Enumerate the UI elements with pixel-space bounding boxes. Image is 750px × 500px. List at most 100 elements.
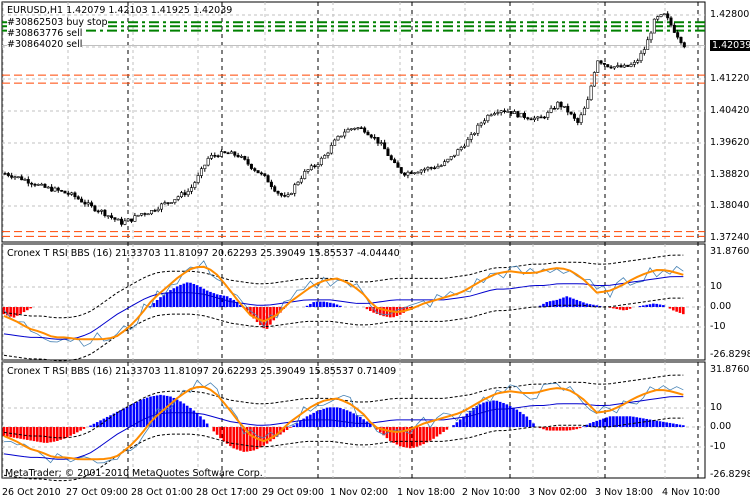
- candle-body: [436, 166, 440, 169]
- histogram-bar: [255, 307, 259, 323]
- histogram-bar: [9, 427, 12, 438]
- histogram-bar: [185, 282, 189, 308]
- histogram-bar: [615, 307, 619, 310]
- histogram-bar: [438, 427, 442, 435]
- histogram-bar: [548, 427, 552, 431]
- histogram-bar: [625, 307, 629, 310]
- histogram-bar: [252, 427, 256, 451]
- histogram-bar: [538, 427, 542, 429]
- histogram-bar: [135, 401, 139, 428]
- candle-body: [423, 168, 427, 171]
- histogram-bar: [9, 307, 12, 317]
- candle-body: [552, 107, 556, 110]
- candle-body: [579, 114, 583, 123]
- ind2-tick: 0.00: [710, 421, 732, 432]
- histogram-bar: [212, 427, 216, 432]
- candle-body: [176, 196, 180, 200]
- candle-body: [163, 202, 167, 205]
- histogram-bar: [365, 307, 369, 310]
- histogram-bar: [332, 407, 335, 428]
- candle-body: [443, 161, 447, 166]
- histogram-bar: [165, 395, 169, 428]
- histogram-bar: [558, 298, 562, 308]
- histogram-bar: [628, 416, 632, 428]
- histogram-bar: [475, 406, 479, 428]
- candle-body: [160, 203, 164, 210]
- histogram-bar: [179, 401, 182, 428]
- histogram-bar: [578, 301, 582, 308]
- candle-body: [146, 213, 150, 216]
- histogram-bar: [259, 307, 262, 326]
- bollinger-upper: [3, 374, 684, 439]
- candle-body: [189, 187, 193, 192]
- candle-body: [113, 217, 117, 220]
- histogram-bar: [205, 290, 209, 308]
- candle-body: [13, 176, 17, 179]
- histogram-bar: [408, 427, 412, 449]
- candle-body: [329, 145, 333, 154]
- candle-body: [133, 215, 137, 222]
- candle-body: [246, 159, 250, 165]
- candle-body: [639, 52, 643, 61]
- ind1-tick: 0.00: [710, 301, 732, 312]
- candle-body: [522, 112, 526, 118]
- histogram-bar: [82, 427, 86, 429]
- histogram-bar: [625, 416, 629, 428]
- histogram-bar: [405, 307, 409, 311]
- histogram-bar: [678, 307, 682, 313]
- histogram-bar: [388, 427, 392, 441]
- histogram-bar: [562, 427, 565, 431]
- candle-body: [493, 113, 497, 116]
- histogram-bar: [468, 410, 472, 428]
- candle-body: [106, 215, 110, 217]
- price-tick: 1.38040: [710, 200, 750, 211]
- candle-body: [70, 192, 74, 195]
- histogram-bar: [129, 404, 132, 428]
- candle-body: [326, 152, 330, 156]
- time-label: 27 Oct 09:00: [66, 487, 128, 498]
- histogram-bar: [315, 301, 319, 308]
- candle-body: [532, 117, 536, 120]
- candle-body: [682, 42, 686, 48]
- candle-body: [449, 156, 453, 160]
- histogram-bar: [109, 415, 112, 428]
- histogram-bar: [269, 307, 272, 325]
- candle-body: [76, 196, 80, 200]
- candle-body: [289, 193, 293, 195]
- histogram-bar: [122, 408, 126, 428]
- copyright-label: MetaTrader; © 2001-2010 MetaQuotes Softw…: [5, 468, 263, 479]
- candle-body: [453, 154, 457, 157]
- histogram-bar: [42, 427, 46, 443]
- candle-body: [50, 186, 54, 192]
- histogram-bar: [608, 307, 612, 308]
- histogram-bar: [642, 305, 645, 308]
- histogram-bar: [565, 427, 569, 431]
- histogram-bar: [312, 302, 315, 308]
- histogram-bar: [525, 416, 529, 428]
- candle-body: [413, 172, 417, 175]
- candle-body: [626, 64, 630, 67]
- histogram-bar: [388, 307, 392, 318]
- time-label: 26 Oct 2010: [2, 487, 61, 498]
- histogram-bar: [655, 303, 658, 308]
- histogram-bar: [422, 427, 425, 445]
- candle-body: [93, 205, 97, 212]
- histogram-bar: [558, 427, 562, 431]
- histogram-bar: [542, 427, 545, 430]
- candle-body: [429, 167, 433, 169]
- histogram-bar: [162, 395, 166, 428]
- histogram-bar: [645, 304, 648, 308]
- histogram-bar: [662, 421, 665, 428]
- histogram-bar: [672, 307, 675, 311]
- histogram-bar: [478, 404, 482, 428]
- histogram-bar: [172, 288, 176, 308]
- histogram-bar: [26, 427, 29, 440]
- candle-body: [629, 64, 633, 67]
- candle-body: [30, 182, 34, 185]
- histogram-bar: [269, 427, 272, 442]
- price-tick: 1.41220: [710, 73, 750, 84]
- candle-body: [279, 193, 283, 196]
- histogram-bar: [325, 302, 329, 308]
